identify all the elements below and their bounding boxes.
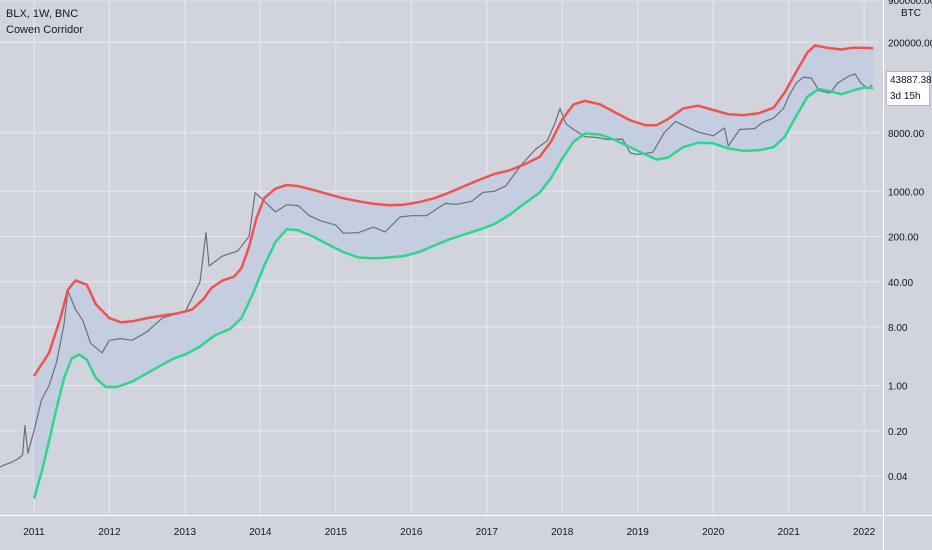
- y-tick-label: 1000.00: [888, 187, 925, 198]
- x-tick-label: 2013: [174, 527, 197, 538]
- lower-band-line[interactable]: [32, 86, 874, 499]
- time-axis[interactable]: 2011 2012 2013 2014 2015 2016 2017 2018 2019 2020…: [23, 527, 875, 538]
- corridor-fill: [34, 45, 874, 499]
- y-tick-label: 0.04: [888, 472, 908, 483]
- x-tick-label: 2020: [702, 527, 725, 538]
- y-tick-label: 1.00: [888, 382, 908, 393]
- current-price-tag: 43887.38 3d 15h: [886, 71, 932, 106]
- y-tick-label: 200.00: [888, 233, 919, 244]
- x-tick-label: 2016: [400, 527, 423, 538]
- price-unit-label: BTC: [901, 8, 921, 19]
- current-price-value: 43887.38: [890, 75, 932, 86]
- price-axis[interactable]: 900000.00 200000.00 8000.00 1000.00 200.00 40…: [888, 0, 932, 483]
- upper-band-line[interactable]: [32, 44, 874, 377]
- y-tick-label: 8000.00: [888, 129, 925, 140]
- x-tick-label: 2011: [23, 527, 45, 538]
- x-tick-label: 2021: [778, 527, 801, 538]
- x-tick-label: 2018: [551, 527, 574, 538]
- y-tick-label: 900000.00: [888, 0, 932, 7]
- y-tick-label: 0.20: [888, 427, 908, 438]
- x-tick-label: 2014: [249, 527, 272, 538]
- bar-countdown: 3d 15h: [890, 91, 921, 102]
- symbol-title[interactable]: BLX, 1W, BNC: [6, 8, 79, 20]
- chart-legend: BLX, 1W, BNC Cowen Corridor: [6, 6, 83, 38]
- y-tick-label: 8.00: [888, 323, 908, 334]
- y-tick-label: 200000.00: [888, 38, 932, 49]
- x-tick-label: 2012: [98, 527, 121, 538]
- x-tick-label: 2015: [325, 527, 348, 538]
- x-tick-label: 2019: [627, 527, 650, 538]
- x-tick-label: 2017: [476, 527, 499, 538]
- x-tick-label: 2022: [853, 527, 876, 538]
- price-series-line[interactable]: [0, 73, 873, 468]
- y-tick-label: 40.00: [888, 278, 913, 289]
- grid: [0, 0, 883, 515]
- indicator-title[interactable]: Cowen Corridor: [6, 24, 84, 36]
